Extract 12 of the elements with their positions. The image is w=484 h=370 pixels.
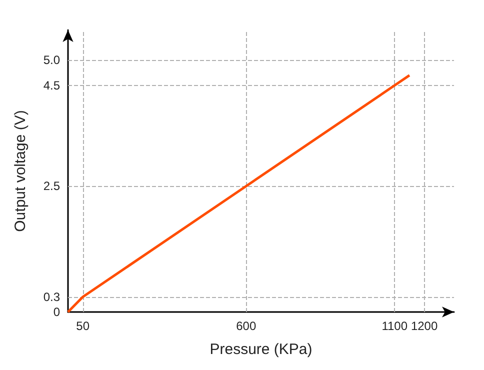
x-axis-title: Pressure (KPa) (210, 341, 312, 358)
y-tick-label: 0.3 (43, 290, 60, 304)
y-tick-label: 0 (53, 305, 60, 319)
x-tick-label: 1200 (410, 319, 438, 333)
x-tick-label: 1100 (382, 319, 408, 333)
y-tick-label: 5.0 (43, 53, 60, 68)
y-tick-label: 4.5 (43, 78, 60, 92)
y-tick-label: 2.5 (43, 179, 60, 194)
x-tick-label: 50 (76, 319, 90, 333)
y-axis-title: Output voltage (V) (12, 110, 29, 232)
line-series (66, 74, 411, 314)
x-tick-label: 600 (236, 319, 256, 333)
